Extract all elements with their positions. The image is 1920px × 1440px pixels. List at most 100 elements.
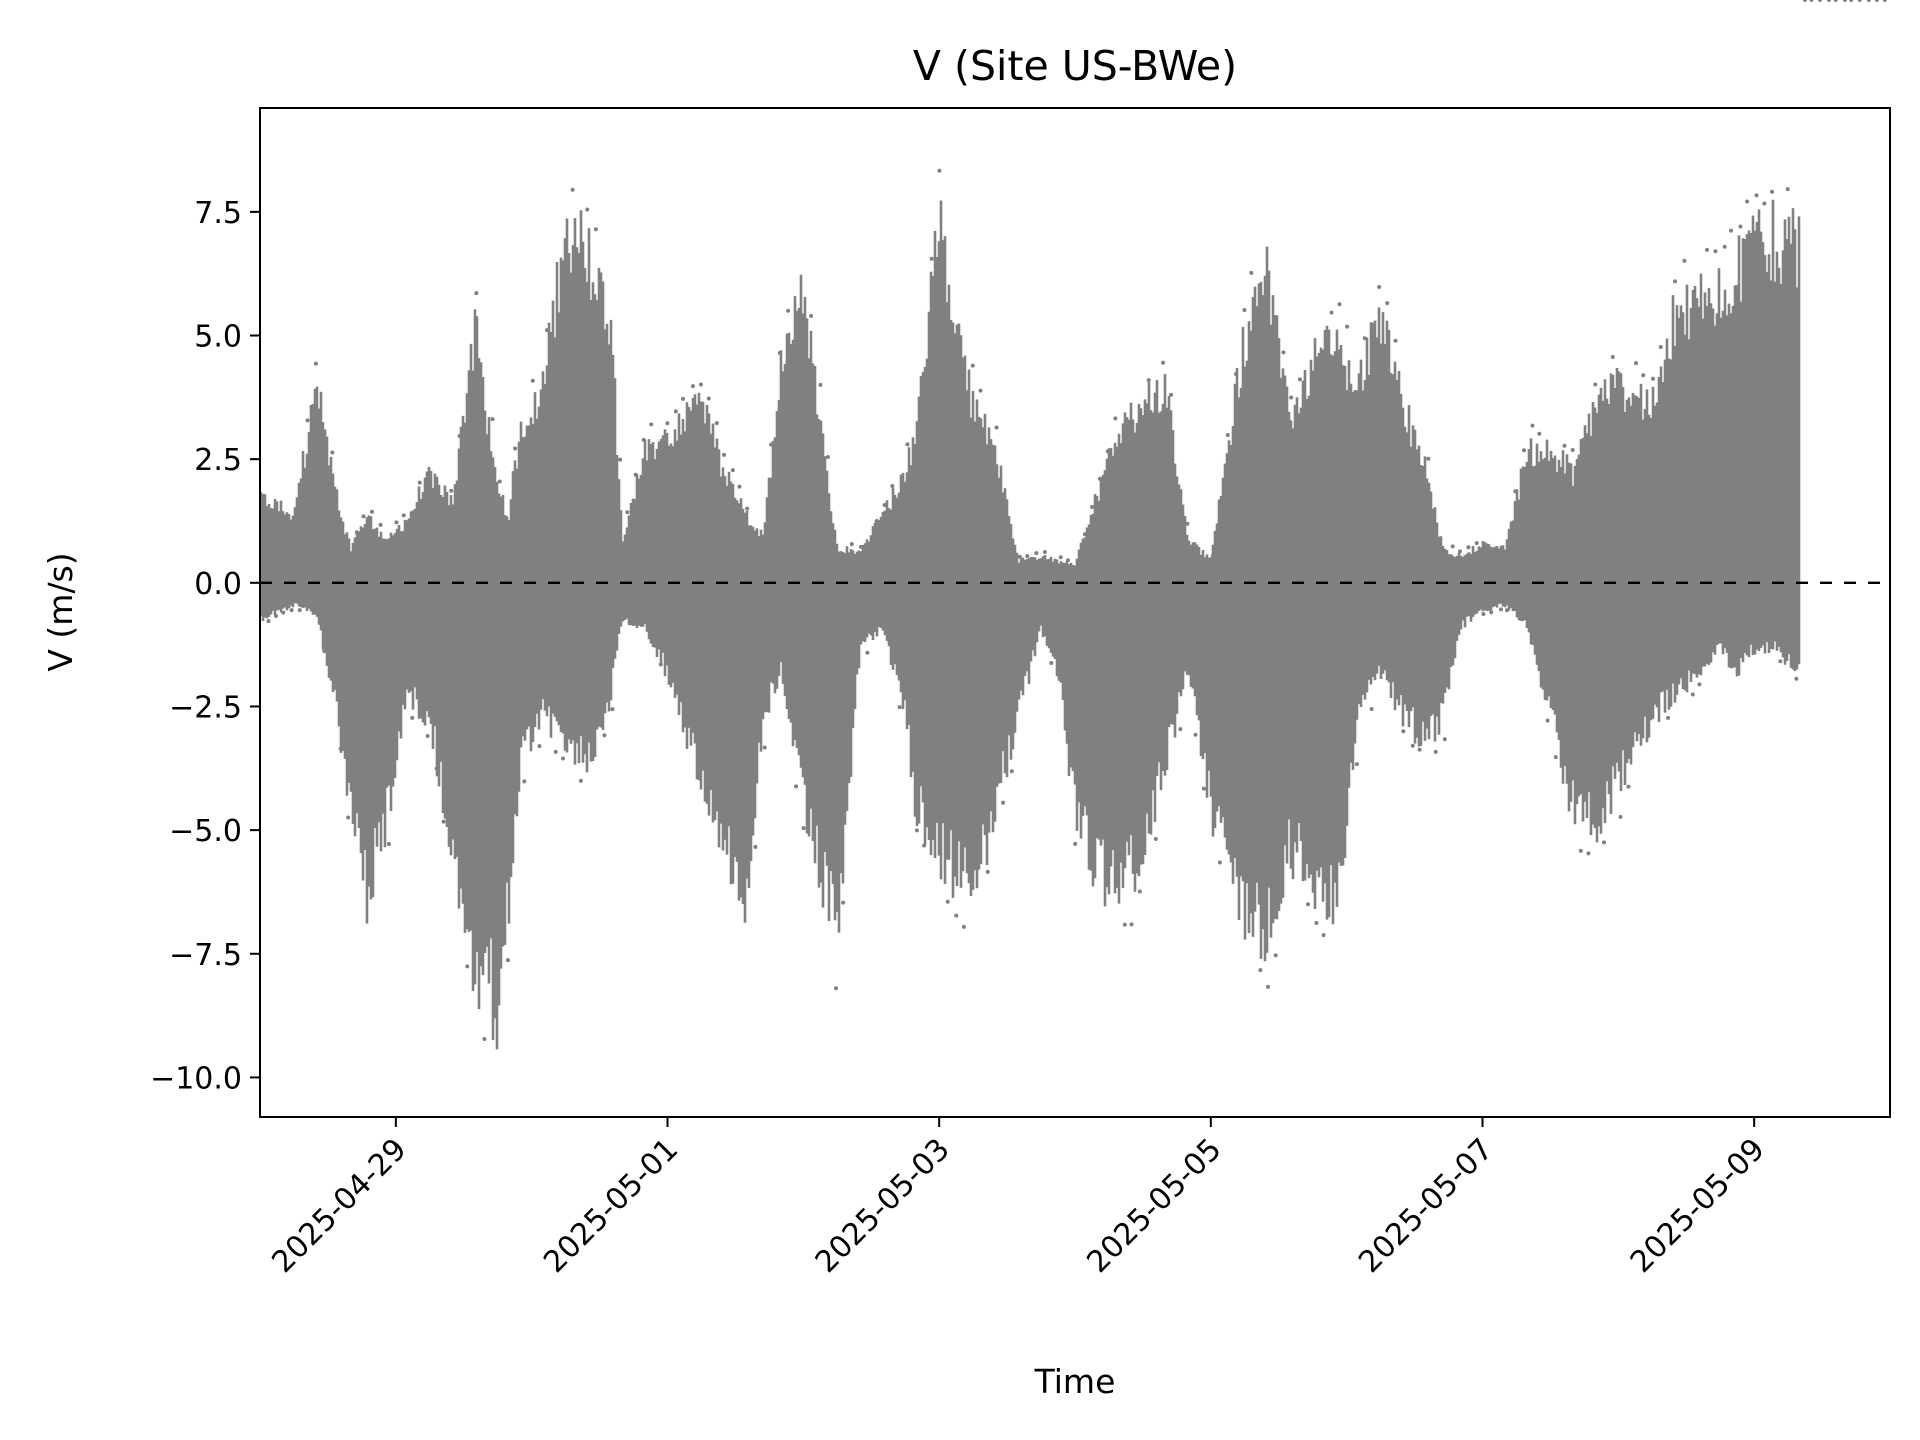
data-point — [1090, 504, 1095, 509]
data-point — [1474, 541, 1479, 546]
data-point — [1153, 836, 1158, 841]
data-point — [1537, 431, 1542, 436]
data-point — [1329, 310, 1334, 315]
data-point — [378, 522, 383, 527]
data-point — [266, 619, 271, 624]
data-point — [1794, 676, 1799, 681]
data-point — [714, 421, 719, 426]
data-point — [673, 409, 678, 414]
data-point — [289, 608, 294, 613]
data-point — [497, 479, 502, 484]
data-point — [681, 396, 686, 401]
data-point — [1498, 607, 1503, 612]
data-point — [978, 388, 983, 393]
data-point — [561, 756, 566, 761]
data-point — [1169, 392, 1174, 397]
data-point — [618, 457, 623, 462]
data-point — [1289, 395, 1294, 400]
data-point — [482, 1036, 487, 1041]
data-point — [1345, 324, 1350, 329]
data-point — [1113, 416, 1118, 421]
data-point — [1185, 521, 1190, 526]
data-point — [1385, 301, 1390, 306]
data-point — [809, 313, 814, 318]
data-point — [1802, 0, 1807, 2]
data-point — [1450, 544, 1455, 549]
data-point — [1146, 378, 1151, 383]
data-point — [1705, 247, 1710, 252]
data-point — [1682, 258, 1687, 263]
data-point — [890, 484, 895, 489]
data-point — [1337, 302, 1342, 307]
data-point — [1457, 549, 1462, 554]
data-point — [1242, 307, 1247, 312]
data-point — [1297, 377, 1302, 382]
data-point — [1666, 715, 1671, 720]
data-point — [1641, 373, 1646, 378]
data-point — [361, 514, 366, 519]
data-point — [1618, 814, 1623, 819]
data-point — [1809, 0, 1814, 2]
data-point — [1417, 747, 1422, 752]
data-point — [410, 715, 415, 720]
data-point — [914, 828, 919, 833]
data-point — [346, 815, 351, 820]
data-point — [1314, 921, 1319, 926]
data-point — [1762, 201, 1767, 206]
y-tick-label: 5.0 — [194, 320, 242, 355]
y-tick-label: −2.5 — [169, 690, 242, 725]
data-point — [1058, 555, 1063, 560]
data-point — [1466, 545, 1471, 550]
data-point — [1281, 350, 1286, 355]
data-point — [602, 733, 607, 738]
data-point — [553, 749, 558, 754]
data-point — [625, 510, 630, 515]
data-point — [865, 650, 870, 655]
data-point — [1626, 784, 1631, 789]
data-point — [882, 503, 887, 508]
data-point — [1857, 0, 1862, 2]
data-point — [1034, 551, 1039, 556]
data-point — [1578, 848, 1583, 853]
data-point — [1745, 199, 1750, 204]
plot-area-frame — [259, 107, 1891, 1118]
data-point — [570, 187, 575, 192]
data-point — [585, 207, 590, 212]
data-point — [698, 382, 703, 387]
data-point — [1009, 769, 1014, 774]
data-point — [745, 506, 750, 511]
y-tick-label: −10.0 — [150, 1061, 242, 1096]
data-point — [1393, 338, 1398, 343]
data-point — [1833, 0, 1838, 2]
data-point — [1770, 189, 1775, 194]
data-point — [1842, 0, 1847, 2]
data-point — [417, 480, 422, 485]
data-point — [313, 361, 318, 366]
data-point — [1193, 732, 1198, 737]
data-point — [1217, 860, 1222, 865]
data-point — [1258, 968, 1263, 973]
data-point — [665, 421, 670, 426]
data-point — [297, 608, 302, 613]
data-point — [722, 452, 727, 457]
data-point — [1722, 244, 1727, 249]
y-tick-label: 0.0 — [194, 567, 242, 602]
chart-title: V (Site US-BWe) — [913, 42, 1237, 90]
data-point — [841, 900, 846, 905]
data-point — [1690, 692, 1695, 697]
data-point — [1586, 851, 1591, 856]
data-point — [1001, 800, 1006, 805]
data-point — [1401, 729, 1406, 734]
data-point — [1049, 661, 1054, 666]
data-point — [970, 363, 975, 368]
data-point — [281, 610, 286, 615]
data-point — [1489, 610, 1494, 615]
data-point — [474, 291, 479, 296]
data-point — [1410, 743, 1415, 748]
data-point — [1553, 755, 1558, 760]
data-point — [1017, 554, 1022, 559]
data-point — [522, 779, 527, 784]
data-point — [945, 899, 950, 904]
data-point — [578, 778, 583, 783]
